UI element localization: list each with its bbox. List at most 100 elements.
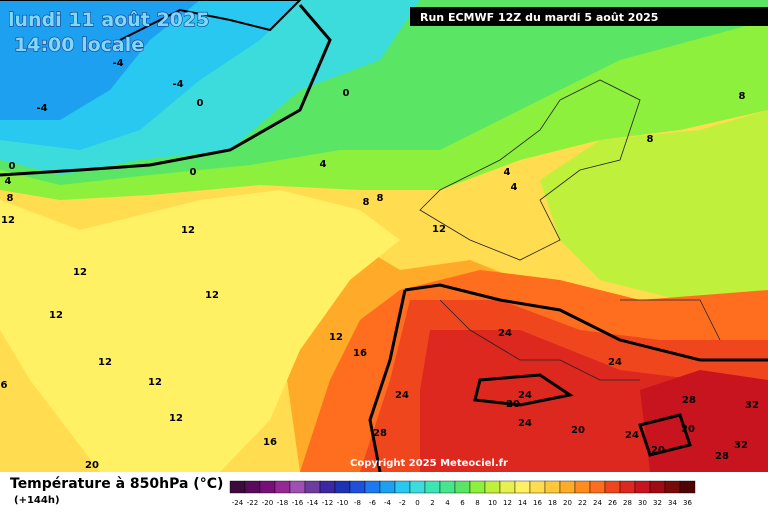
colorbar-label: -8 [354,499,361,507]
contour-label: 20 [85,460,99,471]
colorbar-label: 10 [488,499,497,507]
colorbar-label: -12 [322,499,333,507]
contour-label: 16 [353,348,367,359]
copyright: Copyright 2025 Meteociel.fr [350,458,508,469]
contour-label: 0 [9,161,16,172]
contour-label: 8 [739,91,746,102]
colorbar-label: -24 [232,499,244,507]
colorbar-label: 0 [415,499,419,507]
contour-label: 8 [377,193,384,204]
forecast-date: lundi 11 août 2025 [8,9,209,31]
colorbar-label: -18 [277,499,288,507]
contour-label: 8 [363,197,370,208]
run-info: Run ECMWF 12Z du mardi 5 août 2025 [420,11,658,24]
colorbar-label: 20 [563,499,572,507]
colorbar-swatch [589,480,606,494]
colorbar-swatch [484,480,501,494]
colorbar-swatch [469,480,486,494]
lead-time: (+144h) [14,495,60,506]
colorbar-label: 28 [623,499,632,507]
colorbar-swatch [289,480,306,494]
colorbar-swatch [364,480,381,494]
contour-label: 4 [504,167,511,178]
colorbar-swatch [379,480,396,494]
colorbar-label: -22 [247,499,258,507]
contour-label: 8 [7,193,14,204]
colorbar-label: 30 [638,499,647,507]
colorbar-swatch [604,480,621,494]
colorbar-label: 6 [460,499,465,507]
contour-label: 4 [5,176,12,187]
colorbar-swatch [334,480,351,494]
contour-label: 12 [329,332,343,343]
colorbar: -24 -22 -20 -18 -16 -14 -12 -10 -8 -6 -4 -2 0 2 4 6 8 10 1… [229,480,696,507]
colorbar-swatch [514,480,531,494]
contour-label: 8 [647,134,654,145]
contour-label: 20 [506,399,520,410]
colorbar-label: -6 [369,499,377,507]
map-background [0,0,768,473]
colorbar-label: 32 [653,499,662,507]
contour-label: 32 [745,400,759,411]
colorbar-swatch [634,480,651,494]
contour-label: 28 [682,395,696,406]
colorbar-swatch [454,480,471,494]
colorbar-label: -4 [384,499,392,507]
colorbar-label: 4 [445,499,450,507]
colorbar-swatch [424,480,441,494]
colorbar-label: -14 [307,499,319,507]
colorbar-label: 12 [503,499,512,507]
contour-label: 12 [432,224,446,235]
contour-label: 12 [98,357,112,368]
colorbar-label: -16 [292,499,304,507]
colorbar-label: 2 [430,499,434,507]
colorbar-swatch [529,480,546,494]
contour-label: -4 [172,79,183,90]
colorbar-label: 18 [548,499,557,507]
run-banner [410,7,768,26]
colorbar-label: 22 [578,499,587,507]
contour-label: 4 [511,182,518,193]
contour-label: 24 [518,418,532,429]
contour-label: 16 [263,437,277,448]
contour-label: 28 [373,428,387,439]
colorbar-swatch [679,480,696,494]
colorbar-label: 34 [668,499,677,507]
contour-label: 12 [169,413,183,424]
contour-label: 24 [518,390,532,401]
contour-label: 4 [320,159,327,170]
colorbar-swatch [394,480,411,494]
contour-label: 24 [625,430,639,441]
colorbar-swatch [259,480,276,494]
colorbar-label: -10 [337,499,348,507]
contour-label: 12 [49,310,63,321]
contour-label: 12 [1,215,15,226]
colorbar-swatch [559,480,576,494]
colorbar-swatch [409,480,426,494]
contour-label: 12 [205,290,219,301]
forecast-time: 14:00 locale [14,34,144,56]
contour-label: 24 [498,328,512,339]
contour-label: 12 [148,377,162,388]
contour-label: 12 [73,267,87,278]
contour-label: 24 [395,390,409,401]
colorbar-label: -2 [399,499,406,507]
contour-label: -4 [36,103,47,114]
contour-label: 24 [608,357,622,368]
colorbar-swatch [544,480,561,494]
contour-label: 0 [190,167,197,178]
contour-label: 0 [197,98,204,109]
colorbar-swatch [319,480,336,494]
colorbar-swatch [499,480,516,494]
colorbar-label: -20 [262,499,273,507]
contour-label: 20 [681,424,695,435]
colorbar-swatch [304,480,321,494]
contour-label: 6 [1,380,8,391]
colorbar-label: 8 [475,499,479,507]
colorbar-swatch [574,480,591,494]
colorbar-label: 16 [533,499,542,507]
contour-label: 20 [571,425,585,436]
